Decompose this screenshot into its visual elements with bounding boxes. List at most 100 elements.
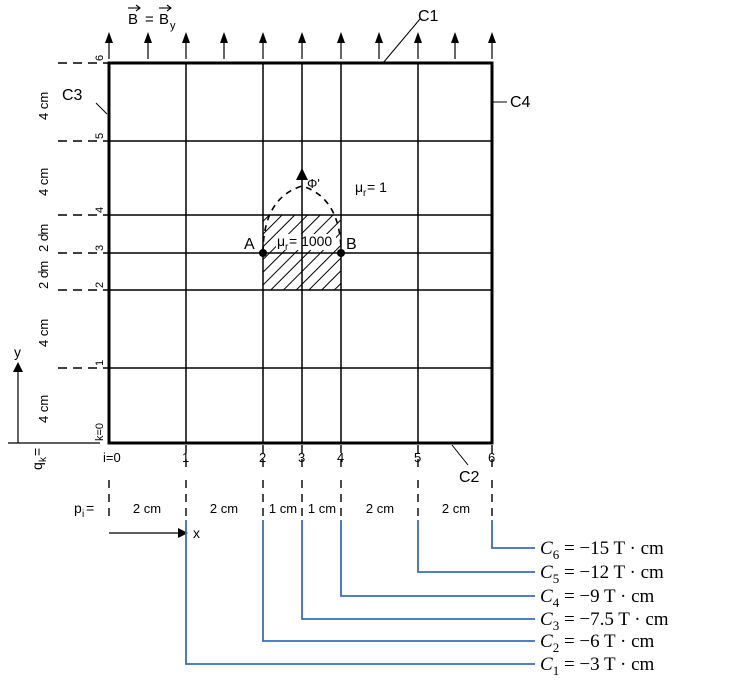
x-axis: x bbox=[109, 525, 200, 541]
x-dashes bbox=[108, 445, 493, 518]
i-tick-label: 1 bbox=[182, 450, 189, 465]
c-leader-line bbox=[417, 520, 535, 573]
point-a-dot bbox=[259, 249, 267, 257]
dy-label-text: 2 cm bbox=[36, 224, 51, 252]
dy-label-text: 2 cm bbox=[36, 261, 51, 289]
k-tick: 5 bbox=[94, 133, 106, 139]
field-arrow-head bbox=[488, 32, 496, 43]
dy-label: 4 cm bbox=[36, 168, 51, 196]
k-tick: 4 bbox=[94, 207, 106, 213]
k-tick: 6 bbox=[94, 55, 106, 61]
q-label-eq: = bbox=[29, 448, 45, 456]
c-leader-line bbox=[340, 520, 535, 597]
y-dashes bbox=[58, 62, 108, 369]
field-arrow-head bbox=[105, 32, 113, 43]
k-tick: 3 bbox=[94, 245, 106, 251]
k-tick-label: 1 bbox=[94, 360, 106, 366]
mu-outer-rest: = 1 bbox=[367, 179, 387, 195]
field-arrow-head bbox=[259, 32, 267, 43]
point-b-label: B bbox=[346, 236, 357, 253]
c2-leader bbox=[451, 444, 469, 466]
flux-path: Φ' bbox=[262, 168, 342, 254]
c1-label: C1 bbox=[418, 8, 439, 25]
dy-label: 2 cm bbox=[36, 224, 51, 252]
k-tick: 1 bbox=[94, 360, 106, 366]
dx-label: 2 cm bbox=[366, 501, 394, 516]
c3-label: C3 bbox=[62, 87, 83, 104]
c-value-label: C4 = −9 T · cm bbox=[540, 586, 655, 610]
c-value-label: C1 = −3 T · cm bbox=[540, 654, 655, 678]
k-tick-label: 2 bbox=[94, 282, 106, 288]
dy-label-text: 4 cm bbox=[36, 319, 51, 347]
dy-label: 4 cm bbox=[36, 395, 51, 423]
c-value-label: C5 = −12 T · cm bbox=[540, 562, 664, 586]
i-ticks: i=0 1 2 3 4 5 6 bbox=[103, 450, 495, 465]
field-By-sub: y bbox=[170, 20, 176, 32]
c3-leader bbox=[95, 102, 108, 115]
field-arrow-head bbox=[220, 32, 228, 43]
dy-label-text: 4 cm bbox=[36, 168, 51, 196]
point-b-dot bbox=[337, 249, 345, 257]
dy-labels: 4 cm 4 cm 2 cm 2 cm 4 cm 4 cm bbox=[36, 92, 51, 423]
field-arrow-head bbox=[414, 32, 422, 43]
p-label-p: p bbox=[74, 500, 82, 516]
p-label-eq: = bbox=[86, 500, 94, 516]
dx-label: 2 cm bbox=[442, 501, 470, 516]
i-tick-label: 6 bbox=[488, 450, 495, 465]
field-B: B bbox=[128, 11, 138, 28]
c-leader-line bbox=[262, 520, 535, 642]
k-tick-label: 6 bbox=[94, 55, 106, 61]
i-tick-label: i=0 bbox=[103, 450, 121, 465]
dx-label: 2 cm bbox=[133, 501, 161, 516]
field-eq: = bbox=[145, 11, 154, 28]
c1-leader bbox=[382, 18, 421, 64]
q-label-sub: k bbox=[38, 456, 49, 462]
field-arrows bbox=[105, 32, 496, 59]
c-value-label: C2 = −6 T · cm bbox=[540, 631, 655, 655]
grid bbox=[109, 63, 492, 443]
p-label-sub: i bbox=[82, 509, 84, 520]
dy-label: 4 cm bbox=[36, 319, 51, 347]
x-axis-label: x bbox=[193, 525, 200, 541]
mu-inner-rest: = 1000 bbox=[289, 233, 332, 249]
dy-label: 2 cm bbox=[36, 261, 51, 289]
field-arrow-head bbox=[451, 32, 459, 43]
k-ticks: k=0 1 2 3 4 5 6 bbox=[94, 55, 106, 441]
dx-labels: 2 cm 2 cm 1 cm 1 cm 2 cm 2 cm bbox=[133, 501, 470, 516]
i-tick-label: 3 bbox=[298, 450, 305, 465]
c-value-label: C3 = −7.5 T · cm bbox=[540, 609, 669, 633]
dy-label-text: 4 cm bbox=[36, 92, 51, 120]
y-axis-arrowhead bbox=[13, 362, 23, 372]
c-leader-line bbox=[301, 520, 535, 620]
mu-inner: μ r = 1000 bbox=[277, 233, 332, 253]
c4-label: C4 bbox=[510, 94, 531, 111]
c-value-label: C6 = −15 T · cm bbox=[540, 538, 664, 562]
dx-label: 1 cm bbox=[269, 501, 297, 516]
mu-outer-mu: μ bbox=[355, 179, 363, 195]
dx-label: 2 cm bbox=[210, 501, 238, 516]
k-tick: k=0 bbox=[94, 423, 106, 441]
i-tick-label: 2 bbox=[259, 450, 266, 465]
c2-label: C2 bbox=[459, 469, 480, 486]
k-tick-label: 5 bbox=[94, 133, 106, 139]
field-arrow-head bbox=[298, 32, 306, 43]
dy-label-text: 4 cm bbox=[36, 395, 51, 423]
field-arrow-head bbox=[182, 32, 190, 43]
point-a-label: A bbox=[244, 236, 255, 253]
contour-labels: C1 C3 C4 C2 bbox=[62, 8, 531, 486]
boundary bbox=[107, 61, 494, 445]
flux-arrowhead bbox=[296, 168, 308, 180]
field-By: B bbox=[159, 11, 169, 28]
points: A B bbox=[244, 236, 357, 257]
dy-label: 4 cm bbox=[36, 92, 51, 120]
field-arrow-head bbox=[144, 32, 152, 43]
q-label-q: q bbox=[29, 462, 45, 470]
i-tick-label: 5 bbox=[414, 450, 421, 465]
mu-inner-sub: r bbox=[285, 242, 289, 253]
flux-label: Φ' bbox=[307, 176, 320, 191]
mu-outer-sub: r bbox=[363, 188, 367, 199]
i-tick-label: 4 bbox=[337, 450, 344, 465]
dx-label: 1 cm bbox=[308, 501, 336, 516]
mu-inner-bg bbox=[276, 234, 336, 250]
x-axis-arrowhead bbox=[178, 528, 188, 538]
